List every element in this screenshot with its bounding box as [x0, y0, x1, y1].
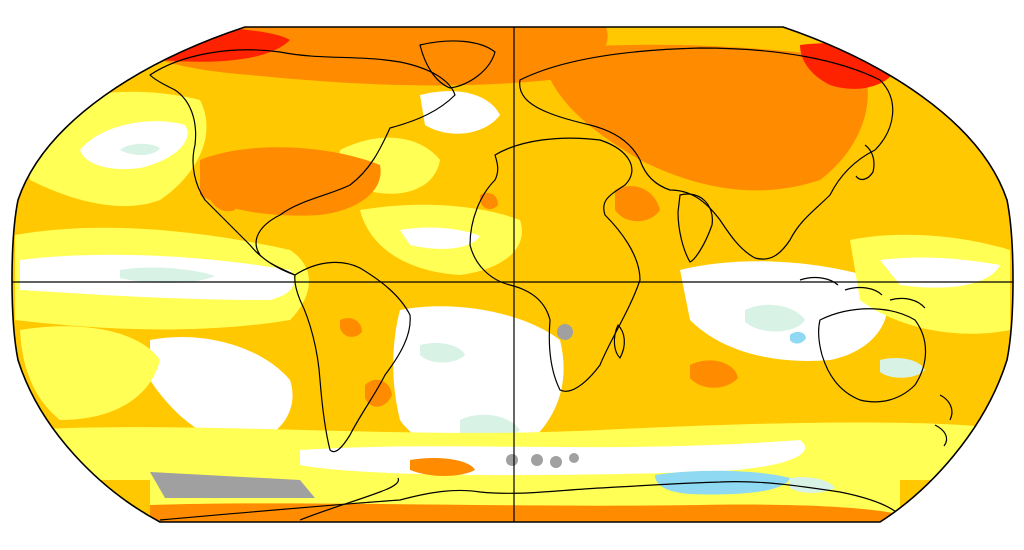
coast-south-america [294, 261, 411, 453]
no-data-south-1 [506, 454, 518, 466]
coast-greenland [419, 40, 496, 89]
no-data-south-2 [531, 454, 543, 466]
coast-australia [818, 308, 927, 403]
indian-cool-1 [745, 304, 805, 332]
coast-antarctica [159, 481, 901, 521]
mideast-orange [615, 186, 660, 222]
coast-antarctic-peninsula [299, 477, 400, 521]
no-data-south-3 [550, 456, 562, 468]
coast-japan [855, 144, 875, 181]
antarctic-cool-light [790, 477, 835, 493]
usa-orange [200, 147, 381, 216]
indian-cool-2 [880, 358, 925, 378]
spacific-white [150, 336, 293, 445]
coast-madagascar [613, 324, 625, 359]
mexico-orange [205, 184, 236, 212]
wpacific-white [880, 257, 1000, 288]
north-atlantic-white [420, 91, 500, 134]
eq-pacific-cool [120, 267, 215, 284]
southern-orange-1 [410, 458, 475, 476]
brazil-orange [340, 318, 362, 337]
indian-cool-blue [790, 331, 806, 344]
no-data-pacific [150, 472, 315, 498]
antarctic-orange [150, 503, 900, 522]
coast-indonesia [799, 276, 926, 309]
atlantic-eq-white [400, 227, 480, 249]
no-data-africa [557, 324, 573, 340]
globe-outline [11, 26, 1014, 523]
coast-india [677, 193, 713, 263]
satlantic-cool-1 [420, 343, 465, 363]
coast-new-zealand [934, 394, 953, 447]
coastlines [149, 40, 953, 521]
no-data-south-4 [569, 453, 579, 463]
spacific-yellow [20, 326, 160, 420]
sahara-orange [480, 193, 498, 210]
argentina-orange [365, 379, 392, 407]
coast-europe-africa [469, 137, 641, 392]
npacific-cool [120, 143, 160, 156]
coast-eurasia [519, 47, 894, 260]
antarctic-cool-blue [655, 470, 790, 495]
coast-north-america [149, 49, 456, 276]
indian-ocean-orange [690, 360, 738, 388]
siberia-orange [540, 44, 868, 191]
